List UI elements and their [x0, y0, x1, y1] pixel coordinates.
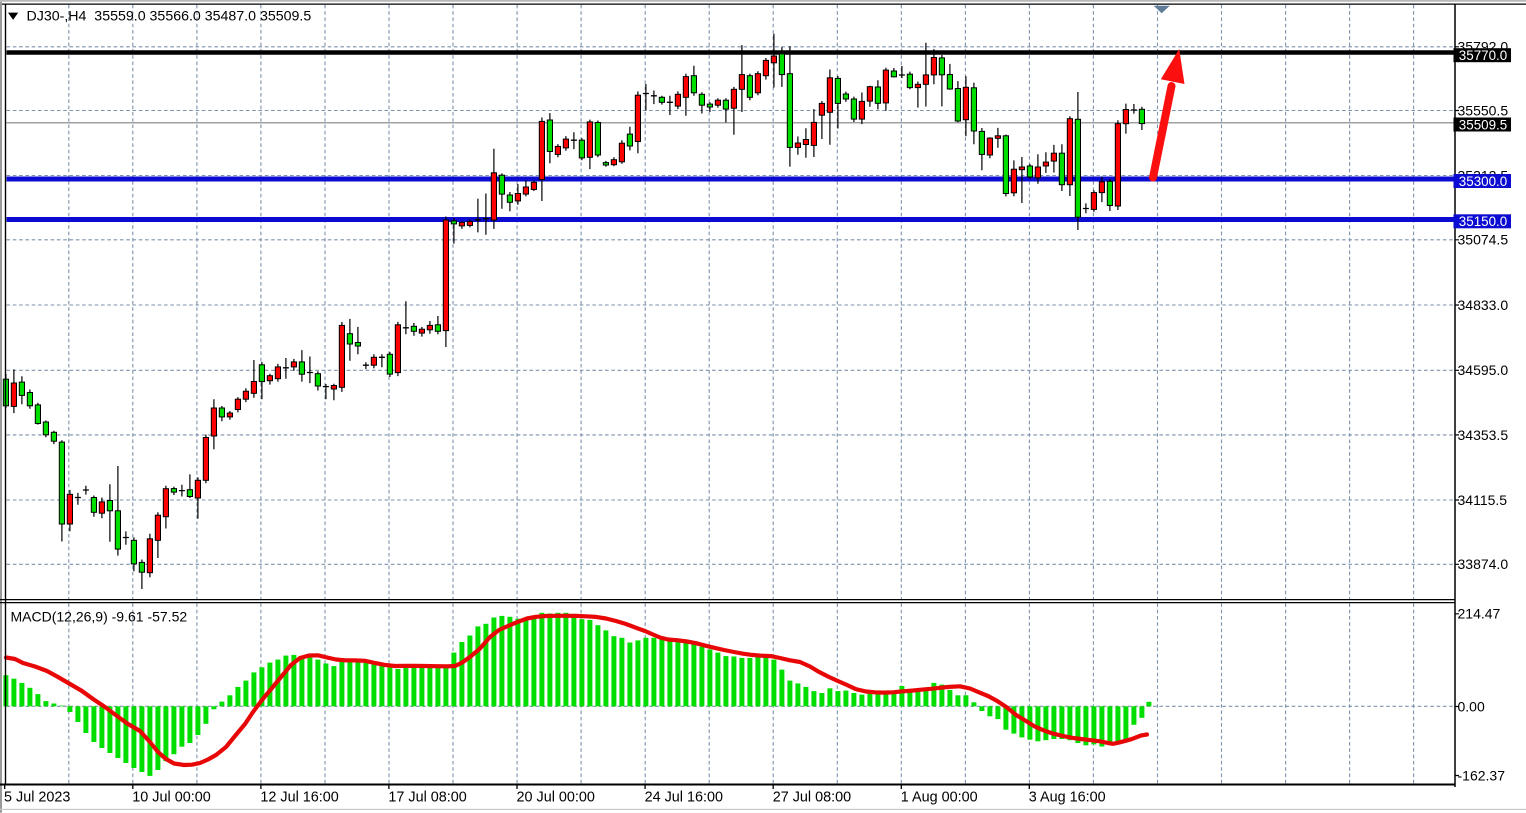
svg-text:35300.0: 35300.0 — [1459, 174, 1507, 189]
svg-text:-162.37: -162.37 — [1458, 767, 1506, 783]
svg-text:MACD(12,26,9) -9.61 -57.52: MACD(12,26,9) -9.61 -57.52 — [11, 609, 188, 625]
svg-text:35150.0: 35150.0 — [1459, 214, 1507, 229]
svg-text:214.47: 214.47 — [1458, 606, 1501, 622]
svg-text:5 Jul 2023: 5 Jul 2023 — [4, 790, 70, 806]
svg-text:27 Jul 08:00: 27 Jul 08:00 — [773, 790, 851, 806]
svg-text:35550.5: 35550.5 — [1458, 102, 1509, 118]
svg-text:17 Jul 08:00: 17 Jul 08:00 — [388, 790, 466, 806]
svg-text:34115.5: 34115.5 — [1458, 492, 1508, 508]
svg-text:34833.0: 34833.0 — [1458, 297, 1509, 313]
svg-text:10 Jul 00:00: 10 Jul 00:00 — [132, 790, 210, 806]
svg-text:24 Jul 16:00: 24 Jul 16:00 — [645, 790, 723, 806]
svg-text:33874.0: 33874.0 — [1458, 556, 1509, 572]
svg-text:12 Jul 16:00: 12 Jul 16:00 — [260, 790, 338, 806]
svg-text:35509.5: 35509.5 — [1459, 117, 1507, 132]
svg-text:34595.0: 34595.0 — [1458, 362, 1509, 378]
svg-text:20 Jul 00:00: 20 Jul 00:00 — [517, 790, 595, 806]
svg-text:35074.5: 35074.5 — [1458, 232, 1509, 248]
svg-text:3 Aug 16:00: 3 Aug 16:00 — [1029, 790, 1106, 806]
svg-text:34353.5: 34353.5 — [1458, 427, 1509, 443]
svg-text:35770.0: 35770.0 — [1459, 48, 1507, 63]
svg-text:DJ30-,H4 35559.0 35566.0 3548: DJ30-,H4 35559.0 35566.0 35487.0 35509.5 — [27, 9, 312, 25]
svg-text:1 Aug 00:00: 1 Aug 00:00 — [901, 790, 978, 806]
svg-text:0.00: 0.00 — [1458, 698, 1485, 714]
